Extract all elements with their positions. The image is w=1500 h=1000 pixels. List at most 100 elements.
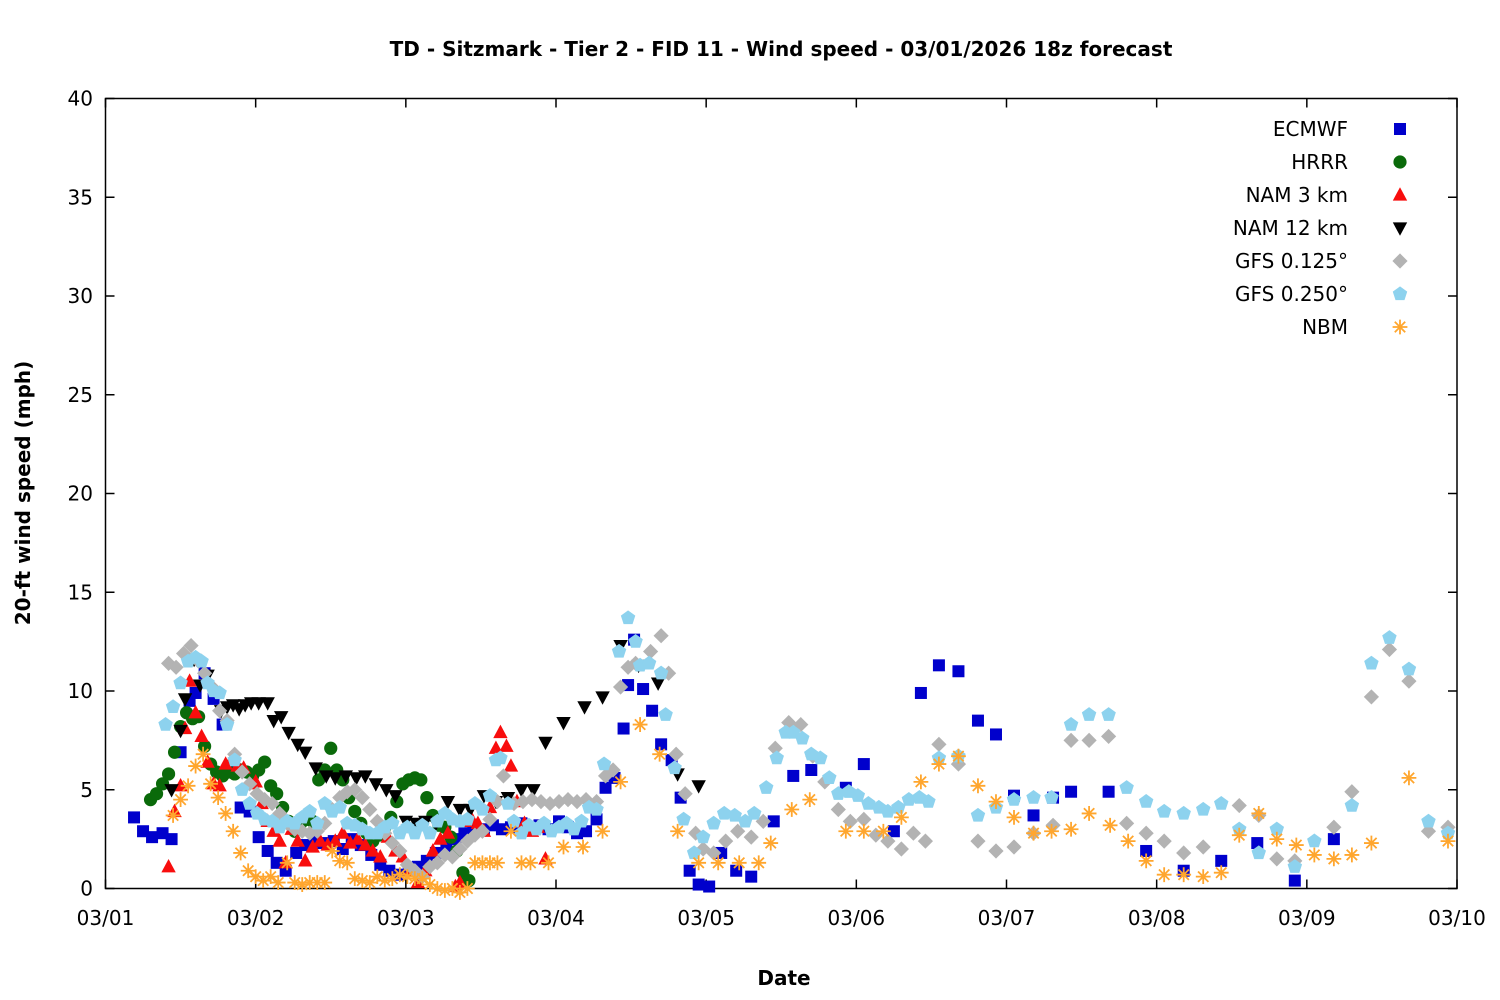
data-point — [335, 825, 350, 839]
data-point — [970, 833, 986, 849]
circle-legend-icon — [1393, 155, 1407, 169]
legend-label: HRRR — [1291, 150, 1348, 174]
data-point — [392, 867, 408, 883]
data-point — [1027, 809, 1040, 822]
data-point — [1288, 837, 1304, 853]
data-point — [781, 715, 797, 731]
data-point — [737, 813, 753, 828]
data-point — [290, 846, 303, 859]
data-point — [1138, 853, 1154, 869]
data-point — [706, 845, 722, 861]
data-point — [175, 645, 192, 662]
data-point — [1231, 797, 1247, 814]
data-point — [234, 764, 250, 780]
data-point — [541, 855, 556, 871]
y-tick-label: 5 — [80, 778, 93, 802]
data-point — [595, 691, 610, 705]
data-point — [1063, 716, 1079, 731]
data-point — [173, 792, 188, 808]
legend-label: NAM 12 km — [1233, 216, 1348, 240]
y-tick-label: 25 — [68, 383, 93, 407]
data-point — [595, 823, 610, 839]
data-point — [225, 699, 241, 713]
data-point — [1214, 795, 1229, 810]
data-point — [429, 855, 445, 871]
data-point — [414, 871, 430, 887]
data-point — [188, 704, 203, 719]
data-point — [369, 869, 385, 885]
data-point — [514, 855, 529, 871]
data-point — [763, 835, 779, 851]
data-point — [392, 843, 408, 859]
data-point — [542, 795, 558, 812]
x-axis-title: Date — [757, 966, 810, 990]
data-point — [1307, 833, 1322, 848]
data-point — [506, 813, 522, 828]
data-point — [641, 655, 657, 670]
data-point — [751, 855, 767, 871]
data-point — [377, 873, 393, 888]
data-point — [365, 843, 380, 857]
data-point — [499, 738, 514, 752]
data-point — [270, 856, 283, 869]
data-point — [1140, 844, 1153, 857]
diamond-legend-icon — [1392, 253, 1408, 269]
data-point — [1344, 847, 1360, 863]
data-point — [1364, 835, 1379, 851]
data-point — [932, 659, 945, 672]
data-point — [425, 843, 441, 857]
data-point — [1119, 780, 1134, 794]
data-point — [1065, 785, 1078, 798]
data-point — [652, 746, 668, 762]
data-point — [384, 835, 400, 851]
data-point — [349, 772, 364, 786]
data-point — [1363, 689, 1380, 705]
data-point — [905, 825, 921, 841]
legend-entry-nam-12-km: NAM 12 km — [1233, 216, 1408, 240]
data-point — [298, 746, 313, 761]
data-point — [399, 857, 415, 873]
data-point — [227, 752, 242, 767]
data-point — [287, 875, 303, 890]
data-point — [437, 847, 453, 863]
data-point — [917, 833, 934, 849]
data-point — [298, 853, 313, 867]
data-point — [830, 801, 846, 818]
data-point — [460, 811, 475, 826]
data-point — [1421, 813, 1436, 828]
data-point — [482, 788, 498, 802]
data-point — [332, 799, 347, 814]
data-point — [683, 864, 696, 877]
square-legend-icon — [1394, 123, 1406, 135]
data-point — [857, 758, 870, 771]
data-point — [1401, 770, 1417, 786]
data-point — [523, 855, 538, 871]
x-tick-label: 03/01 — [77, 906, 135, 930]
data-point — [850, 788, 866, 802]
data-point — [488, 740, 504, 754]
data-point — [1101, 707, 1116, 721]
data-point — [706, 815, 721, 830]
data-point — [1269, 821, 1285, 836]
data-point — [467, 827, 483, 843]
y-tick-label: 30 — [68, 284, 93, 308]
data-point — [743, 829, 759, 845]
data-point — [1344, 784, 1360, 800]
data-point — [475, 855, 490, 871]
data-point — [422, 877, 438, 892]
data-point — [1251, 806, 1267, 821]
data-point — [173, 724, 188, 739]
data-point — [695, 829, 711, 844]
data-point — [266, 715, 281, 729]
data-point — [261, 844, 274, 857]
data-point — [195, 746, 211, 762]
legend-entry-nbm: NBM — [1302, 315, 1408, 339]
data-point — [309, 875, 325, 890]
data-point — [273, 711, 289, 725]
data-point — [637, 683, 650, 696]
data-point — [252, 831, 265, 844]
data-point — [875, 823, 891, 839]
data-point — [339, 784, 355, 800]
